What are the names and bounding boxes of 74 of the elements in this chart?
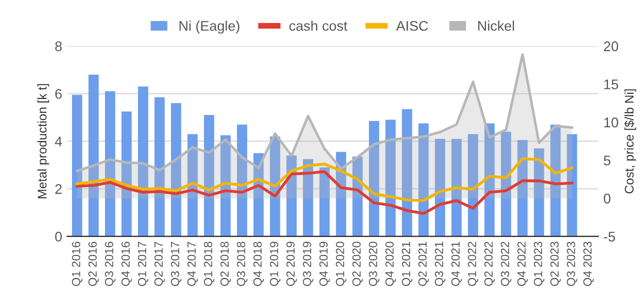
y-axis-title: Metal production [k t]: [37, 84, 50, 198]
x-tick-label: Q2 2018: [220, 242, 231, 286]
bar: [368, 120, 380, 236]
x-tick-label: Q1 2017: [138, 242, 148, 286]
x-tick-label: Q1 2023: [534, 242, 544, 286]
x-tick-label: Q3 2016: [104, 242, 116, 286]
x-tick-label: Q2 2016: [88, 242, 99, 286]
x-tick-label: Q4 2020: [385, 242, 396, 286]
bar: [154, 97, 165, 236]
y2-tick-label: 5: [604, 156, 610, 166]
x-tick-label: Q2 2023: [550, 242, 561, 286]
x-tick-label: Q3 2023: [566, 242, 578, 286]
bar: [72, 94, 82, 236]
bar: [500, 132, 512, 236]
bar: [204, 115, 214, 236]
x-tick-label: Q4 2019: [319, 242, 330, 286]
x-tick-label: Q1 2019: [270, 242, 280, 286]
x-tick-label: Q2 2020: [352, 242, 363, 286]
bar: [402, 109, 412, 236]
bar: [104, 91, 116, 236]
legend-label: Ni (Eagle): [180, 20, 240, 34]
bar: [451, 138, 462, 236]
bar: [434, 138, 446, 236]
y2-tick-label: 20: [604, 41, 618, 52]
bar: [319, 167, 330, 236]
y2-axis-title: Cost, price [$/lb Ni]: [624, 89, 636, 194]
x-tick-label: Q4 2022: [517, 242, 528, 286]
bar: [534, 148, 544, 236]
legend-label: cash cost: [289, 20, 348, 31]
bar: [88, 74, 99, 236]
line-series: [76, 157, 574, 202]
bar: [121, 111, 132, 236]
x-tick-label: Q1 2018: [204, 242, 214, 286]
x-tick-label: Q3 2021: [434, 242, 446, 286]
bar: [468, 134, 478, 236]
bar: [170, 103, 182, 236]
x-tick-label: Q3 2022: [500, 242, 512, 286]
x-tick-label: Q4 2017: [187, 242, 198, 286]
x-tick-label: Q4 2021: [451, 242, 462, 286]
bar: [517, 140, 528, 236]
bar: [236, 124, 248, 236]
bar: [385, 120, 396, 236]
x-tick-label: Q3 2017: [170, 242, 182, 286]
y-tick-label: 2: [55, 184, 62, 194]
x-tick-label: Q1 2016: [72, 242, 82, 286]
x-tick-label: Q3 2018: [236, 242, 248, 286]
legend-label: AISC: [396, 20, 428, 31]
bar: [138, 86, 148, 236]
x-tick-label: Q1 2022: [468, 242, 478, 286]
y-tick-label: 8: [55, 41, 62, 52]
x-tick-label: Q4 2018: [253, 242, 264, 286]
bar: [418, 123, 429, 236]
y2-tick-label: 0: [604, 194, 610, 204]
x-tick-label: Q2 2021: [418, 242, 429, 286]
legend-label: Nickel: [478, 20, 514, 31]
y2-tick-label: 15: [604, 80, 618, 90]
x-tick-label: Q4 2016: [121, 242, 132, 286]
y2-tick-label: -5: [604, 232, 616, 242]
x-tick-label: Q2 2019: [286, 242, 297, 286]
x-tick-label: Q1 2020: [336, 242, 346, 286]
y2-tick-label: 10: [604, 118, 618, 128]
x-tick-label: Q3 2020: [368, 242, 380, 286]
bar: [550, 124, 561, 236]
x-tick-label: Q2 2017: [154, 242, 165, 286]
x-tick-label: Q1 2021: [402, 242, 412, 286]
x-tick-label: Q4 2023: [583, 242, 594, 286]
bar: [566, 134, 578, 236]
y-tick-label: 6: [55, 88, 62, 99]
bar: [302, 159, 314, 236]
x-tick-label: Q2 2022: [484, 242, 495, 286]
x-tick-label: Q3 2019: [302, 242, 314, 286]
y-tick-label: 4: [54, 136, 62, 146]
line-series: [76, 170, 574, 215]
y-tick-label: 0: [55, 232, 62, 242]
